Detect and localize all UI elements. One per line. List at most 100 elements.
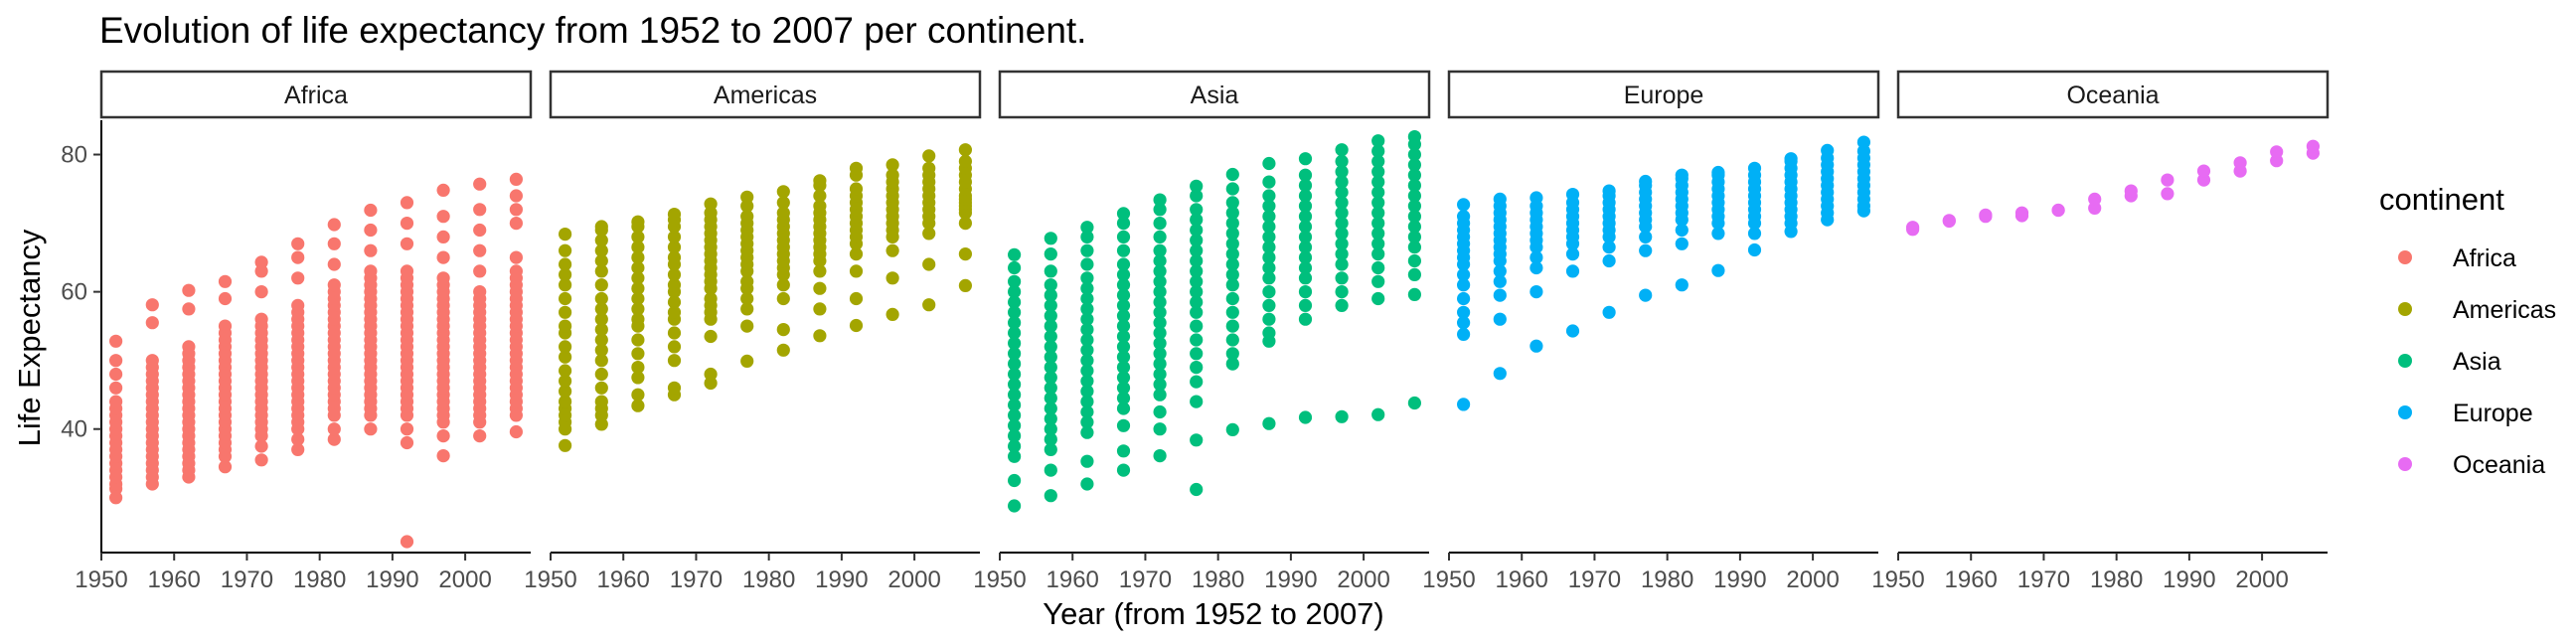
data-point xyxy=(776,185,790,199)
data-point xyxy=(1044,392,1057,405)
data-point xyxy=(667,267,682,281)
y-tick-label: 40 xyxy=(61,416,87,443)
data-point xyxy=(1407,147,1421,162)
data-point xyxy=(1371,291,1385,306)
y-tick-label: 80 xyxy=(61,142,87,169)
data-point xyxy=(1602,241,1616,254)
data-point xyxy=(1979,208,1993,222)
legend-label-americas: Americas xyxy=(2453,296,2556,324)
data-point xyxy=(594,381,608,395)
data-point xyxy=(631,371,645,385)
data-point xyxy=(1225,267,1239,281)
data-point xyxy=(1298,260,1313,275)
data-point xyxy=(1116,207,1131,221)
data-point xyxy=(1371,260,1385,275)
data-point xyxy=(594,243,608,257)
data-point xyxy=(1153,217,1167,231)
x-axis-title: Year (from 1952 to 2007) xyxy=(1043,596,1384,631)
data-point xyxy=(254,255,268,269)
data-point xyxy=(400,435,414,450)
strip-africa xyxy=(99,70,533,119)
data-point xyxy=(1371,144,1385,158)
data-point xyxy=(886,168,899,182)
data-point xyxy=(776,323,790,337)
data-point xyxy=(1008,326,1022,340)
data-point xyxy=(473,223,487,238)
strip-europe xyxy=(1447,70,1880,119)
points-oceania xyxy=(1906,139,2320,237)
data-point xyxy=(1407,179,1421,193)
data-point xyxy=(1407,267,1421,281)
data-point xyxy=(1262,199,1276,213)
legend-key-asia xyxy=(2398,354,2412,368)
data-point xyxy=(473,285,487,299)
data-point xyxy=(1335,247,1349,261)
data-point xyxy=(1044,298,1057,312)
data-point xyxy=(509,172,524,186)
data-point xyxy=(1335,185,1349,200)
data-point xyxy=(327,218,341,232)
data-point xyxy=(109,395,123,408)
data-point xyxy=(1225,291,1239,306)
panel-europe: Europe 1950 1960 1970 1980 1990 2000 xyxy=(1422,70,1880,593)
data-point xyxy=(559,278,572,292)
data-point xyxy=(1335,409,1349,423)
data-point xyxy=(1116,392,1131,405)
data-point xyxy=(2014,206,2029,220)
data-point xyxy=(1530,250,1543,264)
facet-panels: Africa 1950 1960 1970 1980 1990 2000 40 60 80 Amer… xyxy=(61,70,2330,593)
data-point xyxy=(1298,168,1313,182)
data-point xyxy=(1044,371,1057,385)
data-point xyxy=(1153,404,1167,419)
data-point xyxy=(1225,206,1239,220)
data-point xyxy=(1262,220,1276,234)
data-point xyxy=(218,274,233,288)
chart-title: Evolution of life expectancy from 1952 t… xyxy=(99,10,1087,51)
data-point xyxy=(1116,371,1131,385)
x-tick-label: 1990 xyxy=(815,566,868,593)
data-point xyxy=(1262,230,1276,243)
data-point xyxy=(1044,411,1057,425)
data-point xyxy=(1080,333,1094,347)
data-point xyxy=(1493,192,1507,206)
data-point xyxy=(631,361,645,375)
data-point xyxy=(2306,139,2320,153)
data-point xyxy=(1225,333,1239,347)
data-point xyxy=(1298,210,1313,224)
data-point xyxy=(594,312,608,326)
data-point xyxy=(436,210,450,224)
data-point xyxy=(145,354,159,368)
data-point xyxy=(704,329,718,344)
data-point xyxy=(182,283,196,297)
x-tick-label: 2000 xyxy=(887,566,940,593)
data-point xyxy=(1008,285,1022,299)
data-point xyxy=(1335,154,1349,168)
data-point xyxy=(1190,433,1204,447)
data-point xyxy=(254,285,268,299)
data-point xyxy=(1262,312,1276,326)
legend: continent Africa Americas Asia Europe Oceani… xyxy=(2379,182,2556,479)
data-point xyxy=(1407,230,1421,243)
data-point xyxy=(631,399,645,412)
data-point xyxy=(1116,340,1131,354)
data-point xyxy=(1407,158,1421,172)
data-point xyxy=(1190,253,1204,268)
data-point xyxy=(1080,364,1094,378)
data-point xyxy=(1190,361,1204,375)
data-point xyxy=(1298,220,1313,234)
data-point xyxy=(594,367,608,382)
data-point xyxy=(2270,145,2284,159)
data-point xyxy=(1153,305,1167,319)
data-point xyxy=(1225,227,1239,241)
data-point xyxy=(1298,179,1313,193)
data-point xyxy=(1457,210,1471,224)
data-point xyxy=(1080,257,1094,271)
panel-africa: Africa 1950 1960 1970 1980 1990 2000 40 60 80 xyxy=(61,70,533,593)
data-point xyxy=(1371,165,1385,179)
data-point xyxy=(1190,274,1204,288)
data-point xyxy=(1371,227,1385,241)
data-point xyxy=(559,257,572,271)
data-point xyxy=(1116,329,1131,344)
data-point xyxy=(1335,298,1349,312)
legend-key-africa xyxy=(2398,250,2412,264)
